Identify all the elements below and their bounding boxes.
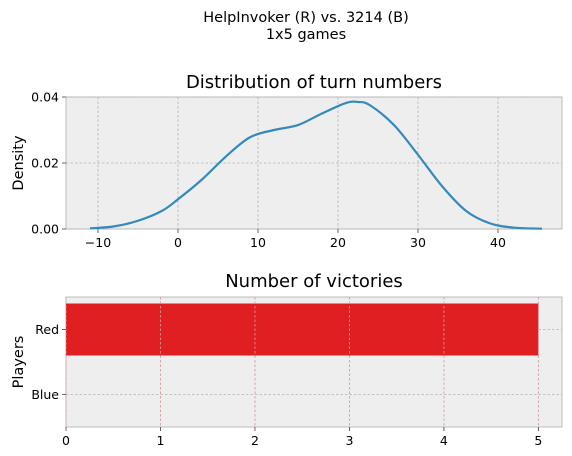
density-xtick-label: 10 xyxy=(250,235,266,250)
victories-xtick-label: 2 xyxy=(251,433,259,448)
density-ytick-label: 0.00 xyxy=(31,222,59,237)
suptitle-line1: HelpInvoker (R) vs. 3214 (B) xyxy=(203,10,408,26)
density-xtick-label: −10 xyxy=(85,235,111,250)
victories-xtick-label: 1 xyxy=(156,433,164,448)
victories-ytick-label: Blue xyxy=(31,387,59,402)
victories-ylabel: Players xyxy=(11,336,27,389)
victories-xtick-label: 0 xyxy=(62,433,70,448)
density-tick-labels: −10 0 10 20 30 40 0.00 0.02 0.04 xyxy=(31,90,506,251)
density-xtick-label: 20 xyxy=(330,235,346,250)
density-xtick-label: 40 xyxy=(490,235,506,250)
victory-bars xyxy=(66,303,539,356)
victories-title: Number of victories xyxy=(225,271,403,292)
density-ylabel: Density xyxy=(11,135,27,191)
density-gridlines xyxy=(66,96,562,230)
victories-xtick-label: 4 xyxy=(440,433,448,448)
density-xtick-label: 0 xyxy=(174,235,182,250)
victories-ytick-label: Red xyxy=(35,322,59,337)
density-ytick-label: 0.04 xyxy=(31,90,59,105)
victories-xtick-label: 3 xyxy=(345,433,353,448)
density-chart: −10 0 10 20 30 40 0.00 0.02 0.04 Distribution of… xyxy=(11,72,563,251)
density-curve xyxy=(89,100,543,230)
victories-tick-labels: 0 1 2 3 4 5 Red Blue xyxy=(31,322,542,448)
victories-xtick-label: 5 xyxy=(534,433,542,448)
density-title: Distribution of turn numbers xyxy=(186,72,442,93)
density-ytick-label: 0.02 xyxy=(31,156,59,171)
density-xtick-label: 30 xyxy=(410,235,426,250)
bar-red xyxy=(66,303,539,356)
victories-chart: 0 1 2 3 4 5 Red Blue Number of victories Player… xyxy=(11,271,563,448)
victories-gridlines-over xyxy=(65,297,539,427)
suptitle-line2: 1x5 games xyxy=(266,27,346,43)
